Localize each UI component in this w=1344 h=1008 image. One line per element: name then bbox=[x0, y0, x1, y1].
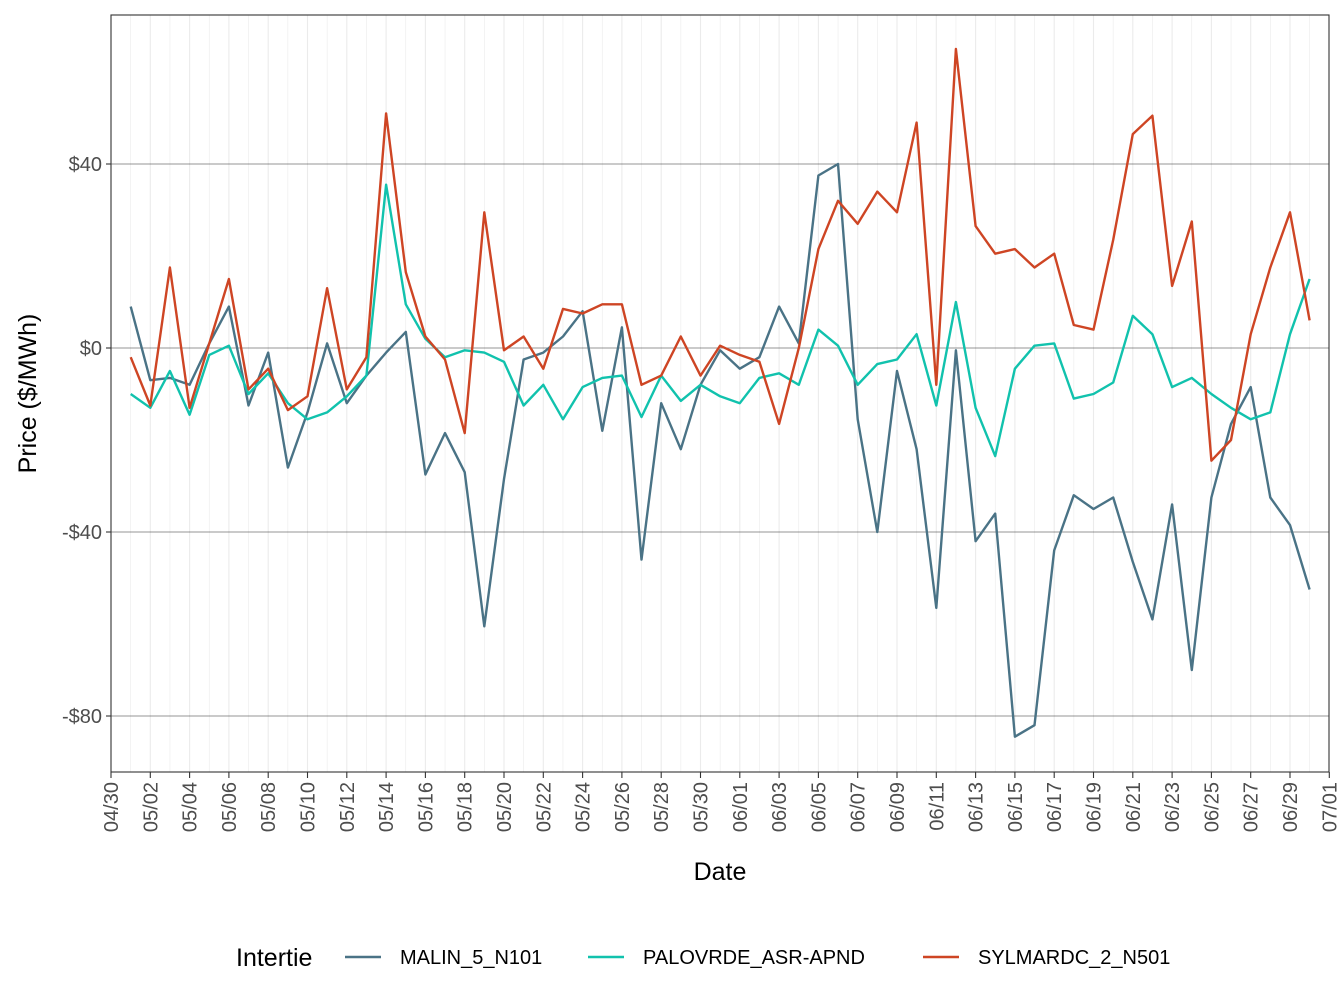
y-tick-label: $0 bbox=[80, 338, 102, 360]
y-axis: -$80 -$40 $0 $40 bbox=[62, 154, 111, 728]
x-tick-label: 04/30 bbox=[101, 782, 123, 832]
x-tick-label: 06/29 bbox=[1280, 782, 1302, 832]
x-tick-label: 05/28 bbox=[651, 782, 673, 832]
x-tick-label: 06/21 bbox=[1123, 782, 1145, 832]
x-tick-label: 06/25 bbox=[1201, 782, 1223, 832]
x-tick-label: 06/01 bbox=[730, 782, 752, 832]
x-tick-label: 05/26 bbox=[612, 782, 634, 832]
x-tick-label: 05/22 bbox=[533, 782, 555, 832]
series-lines bbox=[129, 47, 1311, 738]
x-tick-label: 06/07 bbox=[848, 782, 870, 832]
series-line bbox=[129, 162, 1311, 738]
x-tick-label: 07/01 bbox=[1319, 782, 1341, 832]
x-axis-title: Date bbox=[694, 858, 747, 886]
x-tick-label: 05/30 bbox=[691, 782, 713, 832]
x-tick-label: 05/14 bbox=[376, 782, 398, 832]
x-tick-label: 05/18 bbox=[455, 782, 477, 832]
x-tick-label: 06/05 bbox=[808, 782, 830, 832]
x-tick-label: 05/04 bbox=[180, 782, 202, 832]
x-tick-label: 05/02 bbox=[140, 782, 162, 832]
series-line bbox=[130, 183, 1311, 458]
legend-label: MALIN_5_N101 bbox=[400, 947, 542, 969]
y-tick-label: -$80 bbox=[62, 706, 102, 728]
x-tick-label: 05/24 bbox=[573, 782, 595, 832]
x-tick-label: 05/06 bbox=[219, 782, 241, 832]
legend-title: Intertie bbox=[236, 944, 312, 972]
x-tick-label: 05/20 bbox=[494, 782, 516, 832]
x-tick-label: 06/15 bbox=[1005, 782, 1027, 832]
y-tick-label: -$40 bbox=[62, 522, 102, 544]
x-tick-label: 06/19 bbox=[1084, 782, 1106, 832]
series-line bbox=[129, 47, 1311, 462]
plot-panel-border bbox=[110, 14, 1330, 773]
x-tick-label: 05/10 bbox=[298, 782, 320, 832]
x-tick-label: 06/03 bbox=[769, 782, 791, 832]
x-tick-label: 05/16 bbox=[415, 782, 437, 832]
x-tick-label: 06/13 bbox=[966, 782, 988, 832]
minor-gridlines bbox=[110, 15, 1310, 772]
y-tick-label: $40 bbox=[69, 154, 102, 176]
x-tick-label: 05/12 bbox=[337, 782, 359, 832]
x-axis: 04/30 05/02 05/04 05/06 05/08 05/10 05/12 05/14… bbox=[101, 772, 1341, 832]
x-tick-label: 06/11 bbox=[926, 782, 948, 831]
x-tick-label: 06/27 bbox=[1241, 782, 1263, 832]
legend-label: PALOVRDE_ASR-APND bbox=[643, 947, 865, 969]
x-tick-label: 06/23 bbox=[1162, 782, 1184, 832]
y-axis-title: Price ($/MWh) bbox=[14, 314, 42, 474]
legend: Intertie MALIN_5_N101 PALOVRDE_ASR-APND SY… bbox=[236, 944, 1170, 972]
x-tick-label: 05/08 bbox=[258, 782, 280, 832]
x-tick-label: 06/17 bbox=[1044, 782, 1066, 832]
x-tick-label: 06/09 bbox=[887, 782, 909, 832]
legend-label: SYLMARDC_2_N501 bbox=[978, 947, 1170, 969]
